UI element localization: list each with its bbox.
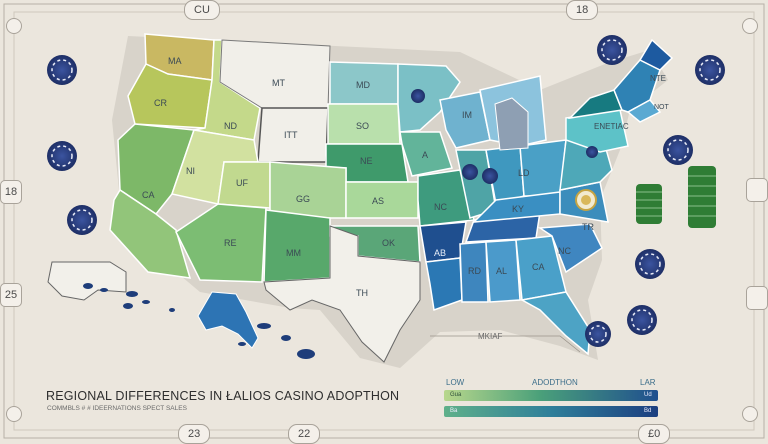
state-label: AB xyxy=(434,248,447,258)
state-label: TH xyxy=(356,288,368,298)
legend-bar-1 xyxy=(444,390,658,401)
state-label: NOT xyxy=(654,104,669,111)
map-subtitle: COMMBLS # # IDEERNATIONS SPECT SALES xyxy=(47,405,187,412)
state-wi[interactable] xyxy=(439,91,491,149)
state-mn[interactable] xyxy=(397,63,461,133)
state-ct[interactable] xyxy=(626,99,662,123)
frame-corner xyxy=(6,406,22,422)
state-nc[interactable] xyxy=(537,223,603,274)
state-az[interactable] xyxy=(175,203,267,283)
state-label: MD xyxy=(356,80,370,90)
lake-michigan xyxy=(494,97,529,151)
state-label: GG xyxy=(296,194,311,204)
poker-chip-icon xyxy=(663,135,693,165)
state-ks[interactable] xyxy=(345,181,419,219)
frame-label-top-right: 18 xyxy=(566,0,599,20)
poker-chip-icon xyxy=(635,249,665,279)
state-label: ENETIAC xyxy=(594,122,629,131)
state-label: CR xyxy=(154,98,167,108)
frame-label-left-top: 18 xyxy=(0,180,22,204)
state-label: AL xyxy=(496,266,508,276)
map-title: REGIONAL DIFFERENCES IN ŁALIOS CASINO AD… xyxy=(46,389,400,403)
legend-bar2-right: Bd xyxy=(644,408,652,414)
legend-high-label: LAR xyxy=(640,378,656,387)
state-label: ITT xyxy=(284,130,298,140)
state-label: NE xyxy=(360,156,373,166)
legend-bar1-left: Gua xyxy=(450,392,462,398)
state-label: KY xyxy=(512,204,525,214)
frame-label-top-left: CU xyxy=(184,0,220,20)
state-label: UF xyxy=(236,178,248,188)
state-label: MA xyxy=(168,56,182,66)
state-label: NTE xyxy=(650,74,666,83)
state-label: A xyxy=(422,150,429,160)
islands xyxy=(83,283,315,359)
state-ia[interactable] xyxy=(399,131,453,177)
poker-chip-icon xyxy=(695,55,725,85)
frame-label-bottom-left: 23 xyxy=(178,424,211,444)
chip-stack-icon xyxy=(688,166,716,228)
state-label: MT xyxy=(272,78,285,88)
state-label: RE xyxy=(224,238,237,248)
coin-icon xyxy=(575,189,597,211)
state-me[interactable] xyxy=(638,38,674,71)
gulf-line xyxy=(430,335,581,353)
state-label: CA xyxy=(532,262,545,272)
gulf-label: MKIAF xyxy=(478,332,503,341)
legend-low-label: LOW xyxy=(446,378,465,387)
state-ms[interactable] xyxy=(459,241,489,303)
state-fl[interactable] xyxy=(519,291,591,356)
poker-chip-icon xyxy=(627,305,657,335)
state-label: MM xyxy=(286,248,301,258)
poker-chip-icon xyxy=(67,205,97,235)
state-label: ND xyxy=(224,121,237,131)
state-tx[interactable] xyxy=(263,225,421,363)
state-label: NI xyxy=(186,166,195,176)
state-label: CA xyxy=(142,190,155,200)
state-label: AS xyxy=(372,196,385,206)
state-label: OK xyxy=(382,238,396,248)
state-hi-inset[interactable] xyxy=(197,291,259,349)
legend-bar-2 xyxy=(444,406,658,417)
state-label: IM xyxy=(462,110,472,120)
legend-bar2-left: Ba xyxy=(450,408,458,414)
frame-corner xyxy=(742,18,758,34)
frame-corner xyxy=(6,18,22,34)
frame-label-left-bottom: 25 xyxy=(0,283,22,307)
state-label: NC xyxy=(434,202,447,212)
legend-bar1-right: Ud xyxy=(644,392,652,398)
legend-mid-label: ADODTHON xyxy=(532,378,578,387)
state-label: TR xyxy=(582,222,594,232)
state-la[interactable] xyxy=(425,257,463,312)
poker-chip-icon xyxy=(411,89,598,184)
chip-stack-icon xyxy=(636,184,662,224)
frame-corner xyxy=(742,406,758,422)
state-label: SO xyxy=(356,121,370,131)
poker-chip-icon xyxy=(585,321,611,347)
state-label: NC xyxy=(558,246,571,256)
poker-chip-icon xyxy=(47,141,77,171)
state-ca[interactable] xyxy=(109,188,192,279)
poker-chip-icon xyxy=(47,55,77,85)
state-label: RD xyxy=(468,266,481,276)
state-al[interactable] xyxy=(485,239,521,303)
state-label: LD xyxy=(518,168,530,178)
poker-chip-icon xyxy=(597,35,627,65)
